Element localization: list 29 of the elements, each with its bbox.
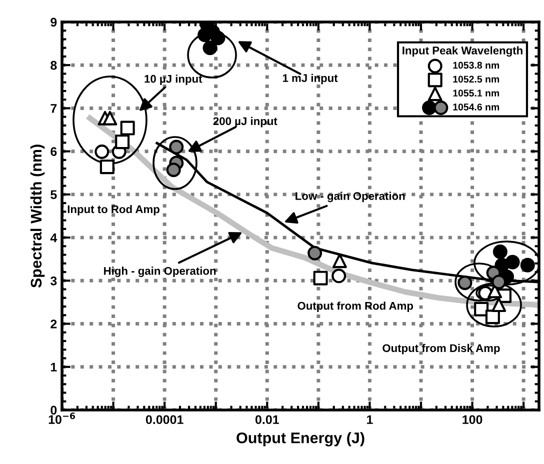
y-tick-label: 9 <box>50 18 57 27</box>
x-tick-label: 0.01 <box>255 415 279 424</box>
y-tick-label: 2 <box>50 320 57 328</box>
y-tick-label: 3 <box>50 276 57 286</box>
legend-label: 1053.8 nm <box>453 62 500 69</box>
legend-label: 1052.5 nm <box>453 76 500 83</box>
annotation: 1 mJ input <box>282 74 338 84</box>
y-tick-label: 1 <box>50 362 57 372</box>
y-tick-label: 5 <box>50 190 57 200</box>
x-tick-label: 1 <box>367 415 373 424</box>
y-tick-label: 7 <box>50 104 57 113</box>
x-tick-label: 100 <box>462 415 482 424</box>
annotation: 200 µJ input <box>213 116 278 128</box>
annotation: Input to Rod Amp <box>68 205 160 216</box>
y-axis-title: Spectral Width (nm) <box>30 144 45 288</box>
y-tick-label: 6 <box>50 147 57 156</box>
annotation: Output from Disk Amp <box>382 344 500 354</box>
annotation: High - gain Operation <box>104 266 216 278</box>
legend-label: 1055.1 nm <box>453 90 500 97</box>
annotation: Output from Rod Amp <box>298 302 414 312</box>
y-tick-label: 8 <box>50 60 57 70</box>
y-tick-label: 4 <box>50 233 58 242</box>
legend-label: 1054.6 nm <box>453 104 500 110</box>
annotation: Low - gain Operation <box>296 192 405 202</box>
x-tick-label: 0.0001 <box>146 415 184 424</box>
y-tick-label: 0 <box>50 406 57 415</box>
annotation: 10 µJ input <box>144 74 202 85</box>
legend-title: Input Peak Wavelength <box>402 46 522 57</box>
x-axis-title: Output Energy (J) <box>236 432 364 446</box>
